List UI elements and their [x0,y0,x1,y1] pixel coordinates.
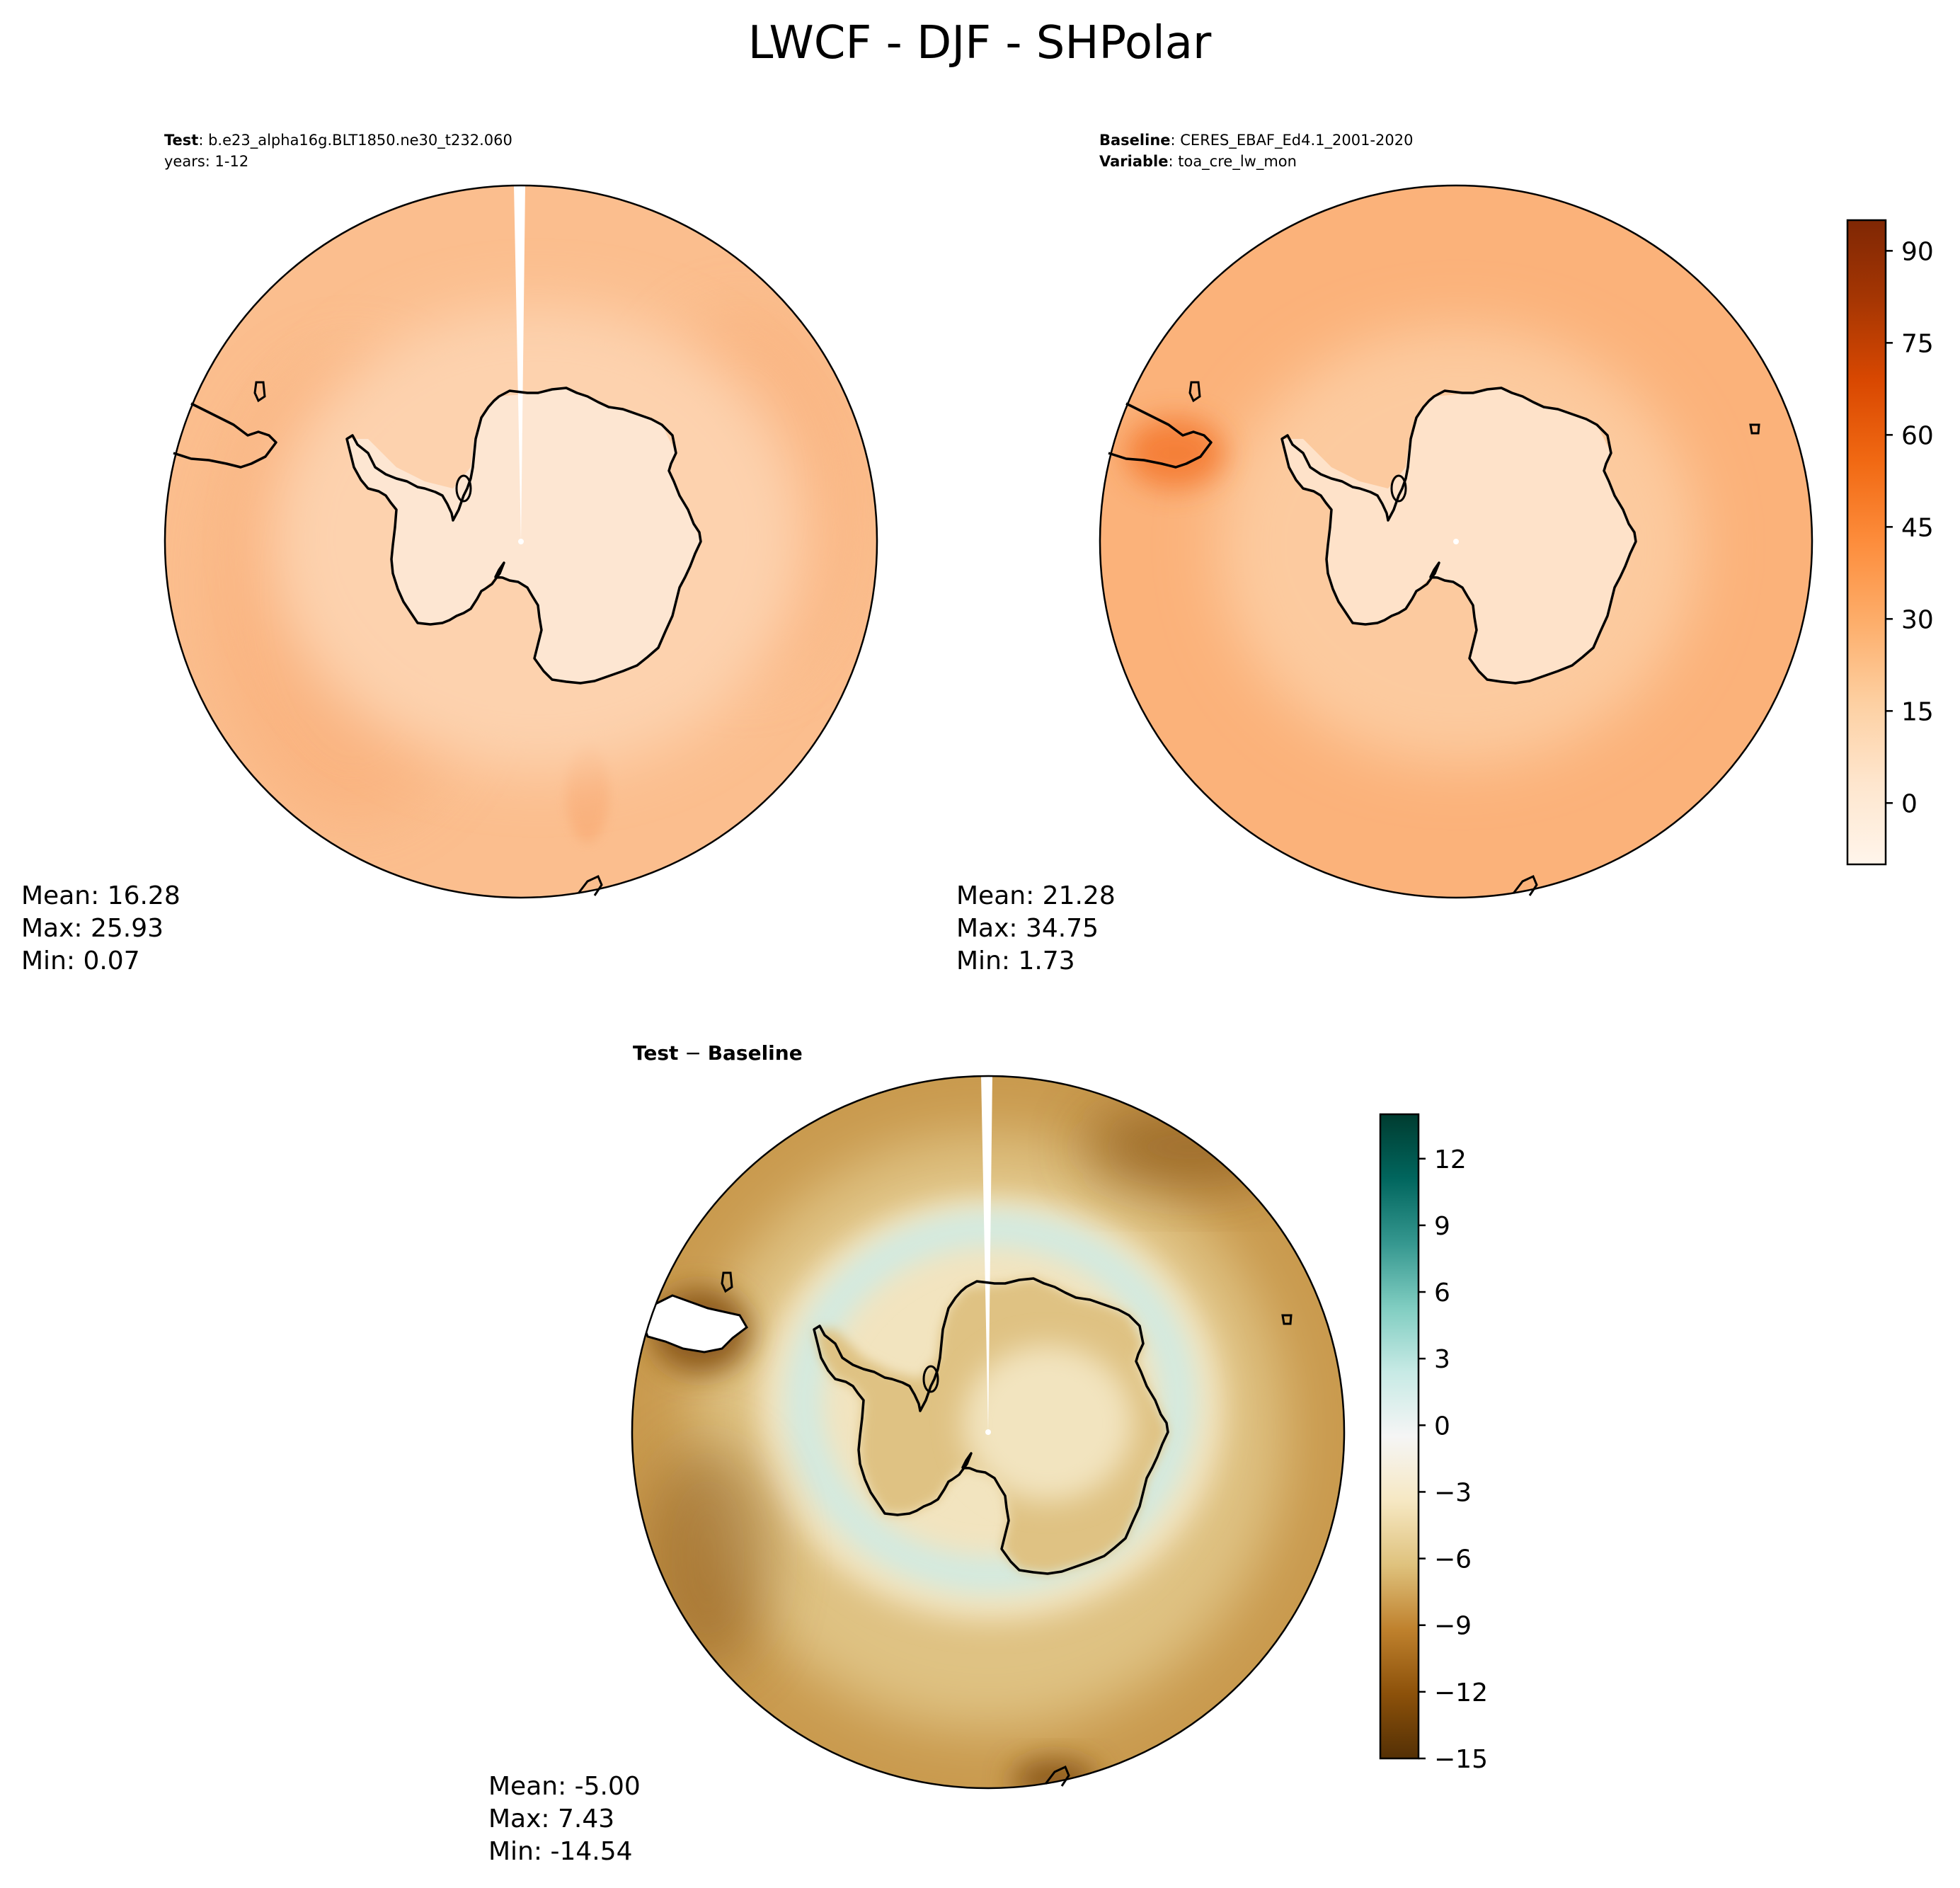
colorbar-top-tick-label: 0 [1901,789,1918,818]
colorbar-top-tick-label: 60 [1901,421,1934,450]
diff-panel: Test − Baseline Mean: -5.00 Max: 7.43 Mi… [488,1041,1488,1866]
diff-map [632,1076,1344,1788]
diff-label: Test − Baseline [633,1041,803,1065]
antarctica-coastline-icon [345,387,702,685]
colorbar-diff-tick-label: −15 [1434,1745,1488,1774]
baseline-mean: Mean: 21.28 [956,881,1116,910]
diff-mean: Mean: -5.00 [488,1772,641,1801]
colorbar-diff-tick-label: 12 [1434,1145,1467,1174]
colorbar-top-tick-label: 30 [1901,605,1934,634]
test-map-frame [164,184,878,899]
baseline-min: Min: 1.73 [956,946,1075,976]
diff-min: Min: -14.54 [488,1837,633,1866]
diff-max: Max: 7.43 [488,1804,614,1833]
colorbar-top-tick-label: 15 [1901,697,1934,726]
colorbar-top-tick-label: 45 [1901,513,1934,542]
colorbar-top-bar [1846,219,1887,866]
colorbar-top-tick-label: 90 [1901,237,1934,266]
antarctica-coastline-icon [813,1277,1169,1575]
colorbar-diff-tick-label: −9 [1434,1612,1472,1641]
antarctica-fill [1282,388,1636,683]
colorbar-diff-tick-label: 0 [1434,1412,1450,1441]
figure-title: LWCF - DJF - SHPolar [748,17,1212,69]
colorbar-diff-tick-label: 6 [1434,1278,1450,1308]
baseline-label: Baseline: CERES_EBAF_Ed4.1_2001-2020 [1099,132,1413,149]
colorbar-diff-tick-label: 9 [1434,1212,1450,1241]
antarctica-fill [347,388,701,683]
test-map [165,185,877,898]
test-mean: Mean: 16.28 [21,881,180,910]
colorbar-diff-bar [1379,1113,1420,1760]
colorbar-diff: −15 −12 −9 −6 −3 0 3 6 9 12 [1379,1113,1488,1774]
seam-wedge-icon [981,1076,992,1432]
colorbar-top-tick-label: 75 [1901,329,1934,358]
colorbar-diff-tick-label: −3 [1434,1478,1472,1507]
antarctica-coastline-icon [1280,387,1637,685]
test-min: Min: 0.07 [21,946,140,976]
baseline-panel: Baseline: CERES_EBAF_Ed4.1_2001-2020 Var… [956,132,1934,976]
colorbar-diff-tick-label: 3 [1434,1345,1450,1374]
diff-map-frame [631,1075,1346,1790]
colorbar-diff-tick-label: −12 [1434,1678,1488,1707]
baseline-map-frame [1099,184,1813,899]
colorbar-top: 0 15 30 45 60 75 90 [1846,219,1934,866]
seam-wedge-icon [514,185,525,542]
test-panel: Test: b.e23_alpha16g.BLT1850.ne30_t232.0… [21,132,878,976]
colorbar-diff-tick-label: −6 [1434,1545,1472,1574]
baseline-variable: Variable: toa_cre_lw_mon [1099,153,1297,171]
south-america-coast-icon [173,402,277,469]
test-years: years: 1-12 [164,153,248,170]
test-label: Test: b.e23_alpha16g.BLT1850.ne30_t232.0… [164,132,512,149]
south-america-coast-icon [1108,402,1213,469]
baseline-max: Max: 34.75 [956,914,1099,943]
test-max: Max: 25.93 [21,914,164,943]
